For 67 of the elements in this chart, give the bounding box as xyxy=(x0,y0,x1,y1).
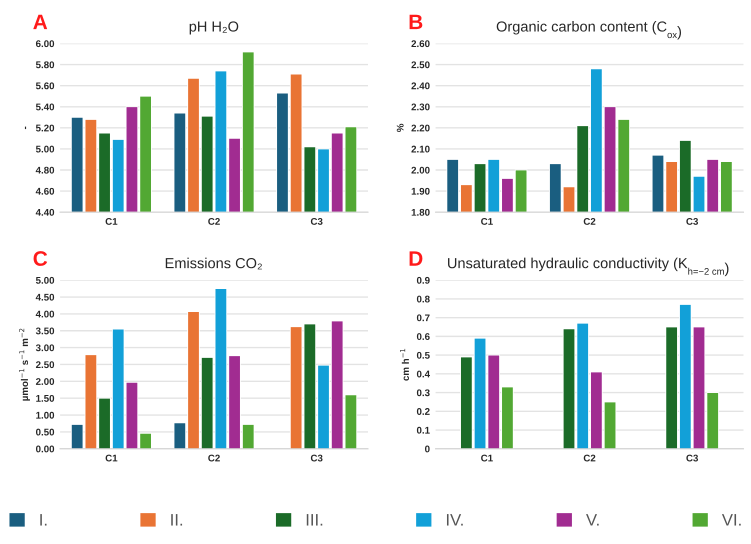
y-tick-label: 5.80 xyxy=(36,61,54,68)
text: A xyxy=(33,14,48,30)
y-tick-label: 0.8 xyxy=(416,296,430,303)
x-tick-label: C3 xyxy=(310,454,323,462)
y-tick-label: 3.00 xyxy=(36,344,54,352)
y-axis-title: - xyxy=(24,126,26,130)
y-tick-label: 0 xyxy=(425,446,430,452)
y-tick-label: 0.1 xyxy=(416,426,430,434)
y-tick-label: 0.50 xyxy=(36,428,54,436)
y-tick-label: 4.80 xyxy=(36,166,54,174)
y-tick-label: 4.00 xyxy=(36,310,54,318)
text: C xyxy=(34,251,48,266)
y-axis-title: % xyxy=(396,124,404,132)
y-tick-label: 5.00 xyxy=(36,276,54,284)
y-tick-label: 0.3 xyxy=(416,389,430,396)
y-tick-label: 2.50 xyxy=(411,61,430,68)
y-tick-label: 6.00 xyxy=(36,40,54,48)
y-tick-label: 0.7 xyxy=(416,314,430,322)
x-tick-label: C1 xyxy=(106,218,118,225)
y-tick-label: 0.4 xyxy=(416,370,430,378)
x-tick-label: C3 xyxy=(310,218,323,225)
legend-label: II. xyxy=(171,514,182,526)
x-tick-label: C1 xyxy=(106,454,118,462)
y-tick-label: 0.9 xyxy=(416,276,430,284)
y-tick-label: 2.50 xyxy=(36,361,54,368)
legend-label: VI. xyxy=(722,514,741,526)
y-tick-label: 2.00 xyxy=(411,166,430,174)
x-tick-label: C1 xyxy=(481,218,493,225)
y-tick-label: 2.40 xyxy=(411,82,430,90)
y-tick-label: 2.20 xyxy=(411,124,430,132)
x-tick-label: C2 xyxy=(208,218,220,225)
y-tick-label: 5.60 xyxy=(36,82,54,90)
y-axis-title: cm h$^{−1}$ xyxy=(400,348,409,381)
y-tick-label: 1.90 xyxy=(412,188,430,195)
chart-title: Emissions CO₂ xyxy=(166,258,262,270)
y-tick-label: 5.40 xyxy=(36,103,54,110)
y-tick-label: 0.2 xyxy=(416,408,430,415)
legend-label: V. xyxy=(586,514,599,526)
y-tick-label: 0.5 xyxy=(416,352,430,359)
y-tick-label: 4.40 xyxy=(36,208,54,216)
x-tick-label: C2 xyxy=(208,454,220,462)
text: D xyxy=(410,251,422,266)
y-tick-label: 2.30 xyxy=(411,103,430,110)
y-tick-label: 0.00 xyxy=(36,446,54,452)
y-tick-label: 2.10 xyxy=(411,146,430,153)
x-tick-label: C2 xyxy=(584,454,596,462)
y-tick-label: 1.50 xyxy=(36,394,54,402)
y-tick-label: 2.60 xyxy=(411,40,430,48)
y-tick-label: 1.80 xyxy=(412,208,430,216)
x-tick-label: C3 xyxy=(686,454,698,462)
chart-title: pH H₂O xyxy=(190,21,238,35)
y-tick-label: 4.50 xyxy=(36,294,54,301)
y-tick-label: 1.00 xyxy=(36,412,54,419)
y-axis-title: µmol$^{−1}$ s$^{−1}$ m$^{−2}$ xyxy=(19,328,30,401)
y-tick-label: 0.6 xyxy=(416,333,430,340)
y-tick-label: 4.60 xyxy=(36,188,54,195)
y-tick-label: 5.00 xyxy=(36,146,54,153)
y-tick-label: 3.50 xyxy=(36,327,54,334)
legend-label: IV. xyxy=(446,514,463,526)
y-tick-label: 5.20 xyxy=(36,124,54,132)
x-tick-label: C3 xyxy=(686,218,698,225)
text: B xyxy=(410,14,422,30)
legend-label: I. xyxy=(40,514,47,526)
legend-label: III. xyxy=(306,514,322,526)
x-tick-label: C1 xyxy=(481,454,493,462)
x-tick-label: C2 xyxy=(584,218,596,225)
y-tick-label: 2.00 xyxy=(36,378,54,385)
